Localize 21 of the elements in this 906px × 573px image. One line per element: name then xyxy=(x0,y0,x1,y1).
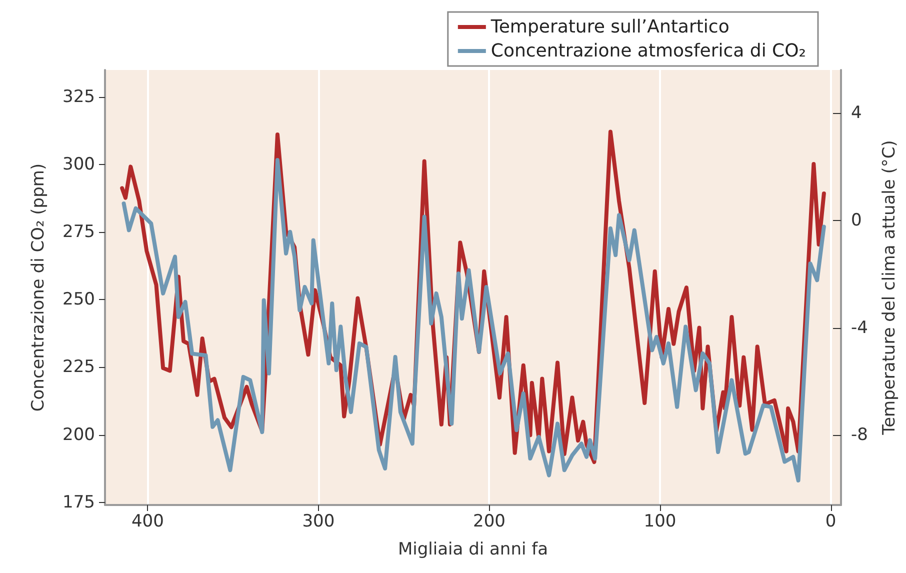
y2-tick-label: -4 xyxy=(851,318,868,338)
x-tick-label: 300 xyxy=(302,512,335,532)
legend-label: Temperature sull’Antartico xyxy=(490,16,730,38)
x-axis-title: Migliaia di anni fa xyxy=(398,540,548,560)
y-tick-label: 175 xyxy=(62,492,95,512)
x-tick-label: 0 xyxy=(825,512,836,532)
y-axis-title: Concentrazione di CO₂ (ppm) xyxy=(28,163,48,412)
y2-tick-label: -8 xyxy=(851,425,868,446)
y-tick-label: 250 xyxy=(62,290,95,310)
x-tick-label: 100 xyxy=(644,512,676,532)
y-tick-label: 300 xyxy=(62,154,95,175)
x-tick-label: 400 xyxy=(131,512,164,532)
y-tick-label: 200 xyxy=(62,424,95,445)
x-tick-label: 200 xyxy=(472,512,506,532)
y2-tick-label: 4 xyxy=(851,102,862,123)
y-tick-label: 225 xyxy=(62,357,95,378)
y2-tick-label: 0 xyxy=(851,210,862,230)
legend-label: Concentrazione atmosferica di CO₂ xyxy=(490,40,806,62)
y-tick-label: 325 xyxy=(62,87,95,108)
y2-axis-title: Temperature del clima attuale (°C) xyxy=(880,140,900,436)
y-tick-label: 275 xyxy=(62,222,95,242)
